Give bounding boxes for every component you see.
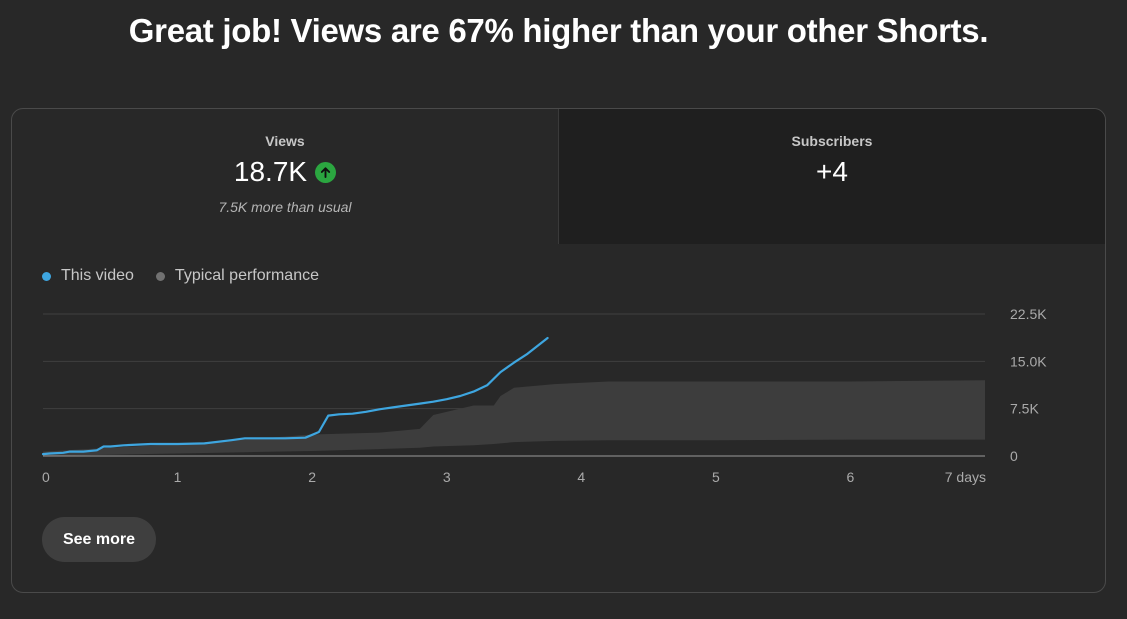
x-tick-label: 5 [712, 469, 720, 485]
x-tick-label: 3 [443, 469, 451, 485]
see-more-button[interactable]: See more [42, 517, 156, 562]
subscribers-metric-tab[interactable]: Subscribers +4 [559, 109, 1105, 244]
subscribers-value-row: +4 [559, 155, 1105, 189]
typical-performance-band [43, 380, 985, 456]
views-comparison-note: 7.5K more than usual [218, 199, 352, 215]
legend-item-this-video: This video [42, 267, 134, 285]
x-tick-label: 4 [577, 469, 585, 485]
views-value-row: 18.7K [12, 155, 558, 189]
y-tick-label: 22.5K [1010, 306, 1047, 322]
legend-label-typical: Typical performance [174, 267, 319, 284]
legend-dot-typical [155, 271, 165, 281]
legend-item-typical: Typical performance [155, 267, 319, 285]
x-tick-label: 1 [174, 469, 182, 485]
subscribers-value: +4 [816, 156, 848, 187]
x-tick-label: 7 days [945, 469, 986, 485]
typical-performance-area [43, 380, 985, 456]
views-label: Views [265, 133, 305, 149]
views-value: 18.7K [233, 156, 308, 187]
x-tick-label: 2 [308, 469, 316, 485]
legend-dot-this-video [42, 271, 51, 281]
y-axis-ticks: 0 7.5K 15.0K 22.5K [1010, 306, 1047, 464]
y-tick-label: 15.0K [1010, 353, 1047, 369]
subscribers-label: Subscribers [791, 133, 873, 149]
y-tick-label: 0 [1010, 448, 1018, 464]
y-tick-label: 7.5K [1010, 401, 1039, 417]
arrow-up-icon [315, 161, 337, 183]
views-chart: 0 1 2 3 4 5 6 7 days 0 7.5K 15.0K 22.5K [41, 306, 1047, 485]
legend-label-this-video: This video [61, 267, 134, 284]
page-title: Great job! Views are 67% higher than you… [128, 12, 989, 49]
this-video-series [41, 336, 549, 456]
x-axis-ticks: 0 1 2 3 4 5 6 7 days [42, 469, 986, 485]
x-tick-label: 6 [847, 469, 855, 485]
x-tick-label: 0 [42, 469, 50, 485]
chart-legend: This video Typical performance [42, 267, 319, 285]
analytics-card: Views 18.7K 7.5K more than usual Subscri… [11, 108, 1106, 593]
views-metric-tab[interactable]: Views 18.7K 7.5K more than usual [12, 109, 559, 244]
series-line-this-video [41, 336, 549, 456]
